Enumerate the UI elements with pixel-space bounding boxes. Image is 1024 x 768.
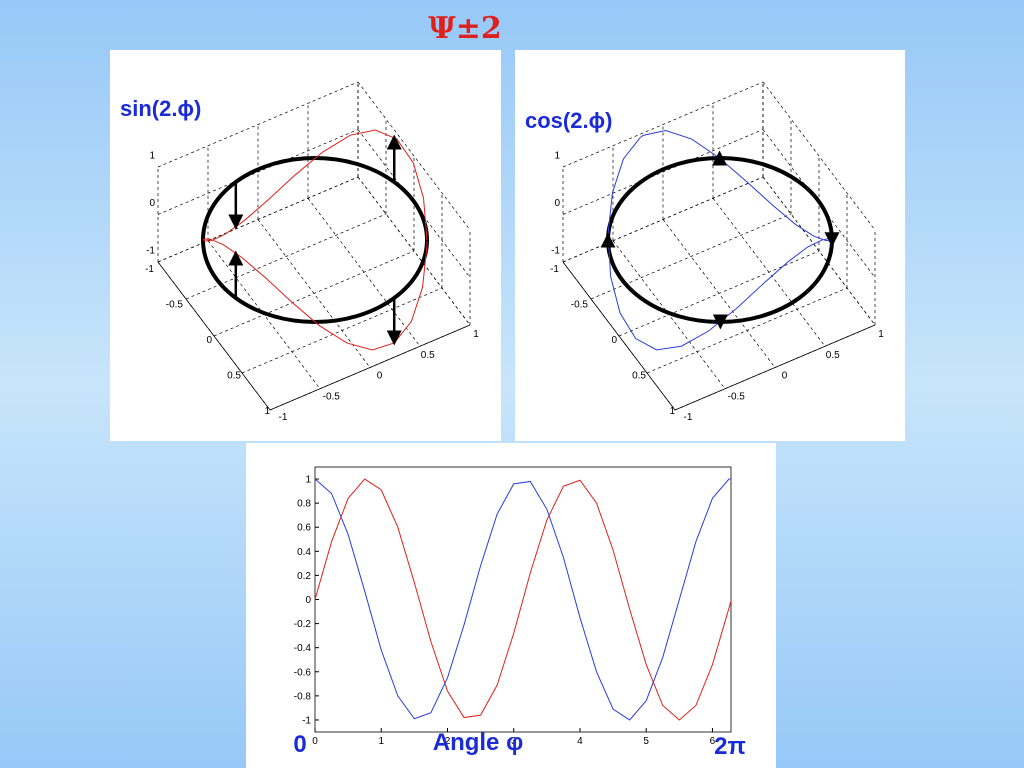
panel	[246, 443, 776, 768]
z-tick-label: -1	[551, 246, 560, 257]
y-tick-label: 0.4	[297, 547, 311, 558]
box-line	[662, 219, 776, 368]
annotation: Angle φ	[433, 729, 524, 756]
x-tick-label: 0.5	[632, 371, 646, 382]
box-line	[762, 176, 876, 326]
box-line	[646, 287, 848, 374]
box-line	[562, 176, 764, 263]
panel	[515, 50, 905, 441]
z-tick-label: 1	[554, 151, 560, 162]
annotation: 2π	[714, 733, 746, 760]
ring-curve	[607, 129, 833, 351]
x-tick-label: 3	[511, 736, 517, 747]
y-tick-label: 0.5	[826, 350, 840, 361]
box-line	[357, 176, 471, 326]
y-tick-label: -0.6	[294, 667, 312, 678]
y-tick-label: 0	[782, 371, 788, 382]
box-line	[157, 129, 359, 215]
y-tick-label: -0.4	[294, 643, 312, 654]
x-tick-label: 0	[611, 335, 617, 346]
z-tick-label: 0	[149, 198, 155, 209]
y-tick-label: 1	[305, 475, 311, 486]
axis-line	[157, 261, 471, 411]
y-tick-label: -1	[684, 412, 693, 423]
x-tick-label: 0	[206, 335, 212, 346]
y-tick-label: -0.5	[728, 391, 746, 402]
box-line	[562, 129, 764, 215]
y-tick-label: 0.2	[297, 571, 311, 582]
z-tick-label: -1	[146, 246, 155, 257]
line-series	[314, 478, 731, 721]
chart-title: sin(2.ϕ)	[120, 96, 201, 121]
box-line	[241, 287, 443, 374]
x-tick-label: -1	[145, 264, 154, 275]
box-line	[157, 81, 359, 168]
axis-line	[562, 261, 876, 411]
x-tick-label: 4	[577, 736, 583, 747]
x-tick-label: 0	[312, 736, 318, 747]
y-tick-label: 0	[305, 595, 311, 606]
y-tick-label: -0.2	[294, 619, 312, 630]
y-tick-label: 0.8	[297, 499, 311, 510]
y-tick-label: 1	[473, 329, 479, 340]
panel	[110, 50, 501, 441]
x-tick-label: -0.5	[166, 300, 184, 311]
z-tick-label: 0	[554, 198, 560, 209]
annotation: 0	[293, 731, 306, 758]
x-tick-label: -0.5	[571, 300, 589, 311]
x-tick-label: 6	[710, 736, 716, 747]
x-tick-label: 1	[264, 406, 270, 417]
x-tick-label: 0.5	[227, 371, 241, 382]
box-line	[712, 198, 826, 347]
x-tick-label: 5	[643, 736, 649, 747]
box-line	[562, 81, 764, 168]
z-tick-label: 1	[149, 151, 155, 162]
box-line	[257, 219, 371, 368]
y-tick-label: 0	[377, 371, 383, 382]
y-tick-label: 0.6	[297, 523, 311, 534]
x-tick-label: 1	[669, 406, 675, 417]
x-tick-label: -1	[550, 264, 559, 275]
box-line	[357, 81, 471, 231]
y-tick-label: -0.8	[294, 691, 312, 702]
y-tick-label: 1	[878, 329, 884, 340]
y-tick-label: -1	[279, 412, 288, 423]
x-tick-label: 1	[378, 736, 384, 747]
x-tick-label: 2	[445, 736, 451, 747]
charts: sin(2.ϕ)-101-1-0.500.51-1-0.500.51cos(2.…	[120, 81, 884, 760]
box-line	[307, 198, 421, 347]
y-tick-label: -1	[302, 715, 311, 726]
y-tick-label: -0.5	[323, 391, 341, 402]
slide-title: Ψ±2	[428, 11, 501, 46]
box-line	[157, 176, 359, 263]
line-series	[314, 478, 732, 721]
y-tick-label: 0.5	[421, 350, 435, 361]
box-line	[762, 81, 876, 231]
chart-title: cos(2.ϕ)	[525, 108, 612, 133]
